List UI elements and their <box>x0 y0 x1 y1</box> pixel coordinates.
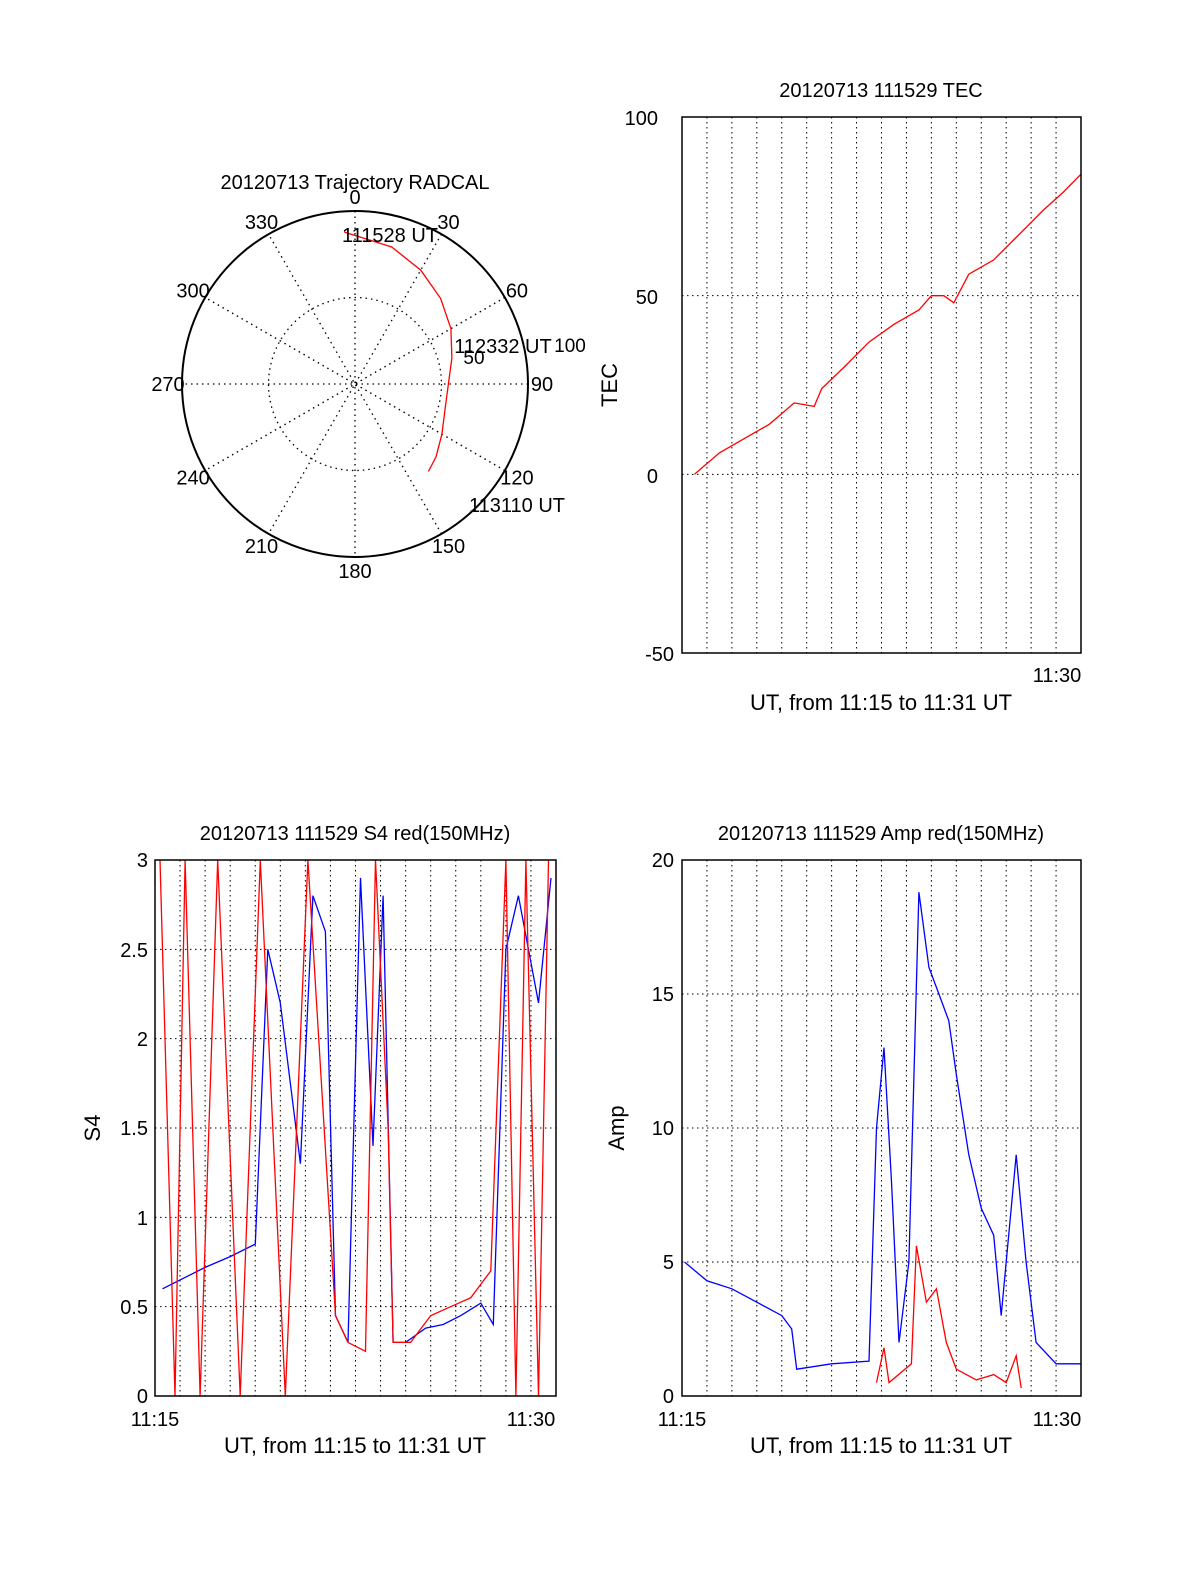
amp-ytick-0: 0 <box>663 1386 674 1408</box>
polar-angle-label-240: 240 <box>176 468 209 490</box>
tec-ylabel: TEC <box>597 363 622 407</box>
tec-title: 20120713 111529 TEC <box>779 80 983 102</box>
s4-ytick-1.5: 1.5 <box>120 1118 148 1140</box>
tec-chart: 20120713 111529 TEC 100 50 0 -50 11:30 U… <box>597 80 1082 715</box>
s4-chart: 20120713 111529 S4 red(150MHz) 0 0.5 1 1… <box>80 823 557 1458</box>
amp-series-red-line <box>875 1245 1022 1389</box>
polar-angle-label-60: 60 <box>506 281 528 303</box>
polar-angle-labels: 0 30 60 90 120 150 180 210 240 270 300 330 <box>151 187 553 583</box>
s4-ytick-2.5: 2.5 <box>120 940 148 962</box>
trajectory-line <box>344 231 453 472</box>
polar-angle-label-0: 0 <box>349 187 360 209</box>
s4-ytick-2: 2 <box>137 1029 148 1051</box>
s4-frame <box>154 859 557 1397</box>
s4-series-blue-line <box>162 877 552 1344</box>
amp-xtick-1115: 11:15 <box>658 1409 707 1431</box>
amp-ytick-5: 5 <box>663 1252 674 1274</box>
s4-ylabel: S4 <box>80 1115 105 1142</box>
polar-angle-label-210: 210 <box>245 536 278 558</box>
tec-ytick-50: 50 <box>636 287 658 309</box>
tec-xtick-1130: 11:30 <box>1033 665 1082 687</box>
trajectory-title: 20120713 Trajectory RADCAL <box>220 172 489 194</box>
polar-angle-label-180: 180 <box>338 561 371 583</box>
tec-ytick-0: 0 <box>647 466 658 488</box>
tec-grid <box>682 117 1081 653</box>
polar-angle-label-330: 330 <box>245 212 278 234</box>
polar-radial-label-100: 100 <box>554 336 586 357</box>
amp-series-blue-line <box>684 892 1081 1370</box>
s4-xtick-1130: 11:30 <box>507 1409 556 1431</box>
s4-ytick-3: 3 <box>137 850 148 872</box>
s4-grid <box>155 860 556 1396</box>
trajectory-end-label: 113110 UT <box>469 495 565 517</box>
s4-ytick-0: 0 <box>137 1386 148 1408</box>
tec-ytick-neg50: -50 <box>645 644 674 666</box>
amp-frame <box>681 859 1082 1397</box>
polar-angle-label-90: 90 <box>531 374 553 396</box>
polar-spoke-150 <box>267 233 443 535</box>
polar-angle-label-30: 30 <box>437 212 459 234</box>
amp-xlabel: UT, from 11:15 to 11:31 UT <box>750 1433 1012 1458</box>
amp-ytick-15: 15 <box>652 984 674 1006</box>
polar-spoke-60 <box>204 296 506 472</box>
polar-spoke-120 <box>204 296 506 472</box>
amp-ylabel: Amp <box>604 1105 629 1150</box>
s4-title: 20120713 111529 S4 red(150MHz) <box>200 823 511 845</box>
polar-angle-label-300: 300 <box>176 281 209 303</box>
s4-xlabel: UT, from 11:15 to 11:31 UT <box>224 1433 486 1458</box>
amp-ytick-20: 20 <box>652 850 674 872</box>
amp-chart: 20120713 111529 Amp red(150MHz) 0 5 10 1… <box>604 823 1082 1458</box>
polar-radial-label-50: 50 <box>463 348 484 369</box>
polar-spoke-30 <box>267 233 443 535</box>
s4-xtick-1115: 11:15 <box>131 1409 180 1431</box>
tec-ytick-100: 100 <box>625 108 658 130</box>
amp-xtick-1130: 11:30 <box>1033 1409 1082 1431</box>
amp-title: 20120713 111529 Amp red(150MHz) <box>718 823 1044 845</box>
polar-angle-label-150: 150 <box>432 536 465 558</box>
polar-angle-label-270: 270 <box>151 374 184 396</box>
s4-ytick-0.5: 0.5 <box>120 1297 148 1319</box>
trajectory-mid-label: 112332 UT <box>454 336 551 358</box>
trajectory-polar-plot: 20120713 Trajectory RADCAL 0 30 60 90 120 150… <box>151 172 586 583</box>
s4-ytick-1: 1 <box>137 1208 148 1230</box>
polar-inner-circle <box>267 296 443 472</box>
tec-series-line <box>694 173 1082 475</box>
tec-xlabel: UT, from 11:15 to 11:31 UT <box>750 690 1012 715</box>
polar-angle-label-120: 120 <box>500 468 533 490</box>
trajectory-start-label: 111528 UT <box>342 225 438 247</box>
amp-grid <box>682 860 1081 1396</box>
tec-frame <box>681 116 1082 654</box>
amp-ytick-10: 10 <box>652 1118 674 1140</box>
